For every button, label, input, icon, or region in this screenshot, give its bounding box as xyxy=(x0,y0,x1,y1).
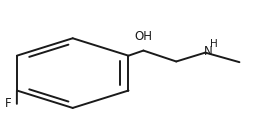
Text: F: F xyxy=(5,97,11,110)
Text: OH: OH xyxy=(134,30,152,43)
Text: H: H xyxy=(210,39,218,49)
Text: N: N xyxy=(203,45,212,58)
